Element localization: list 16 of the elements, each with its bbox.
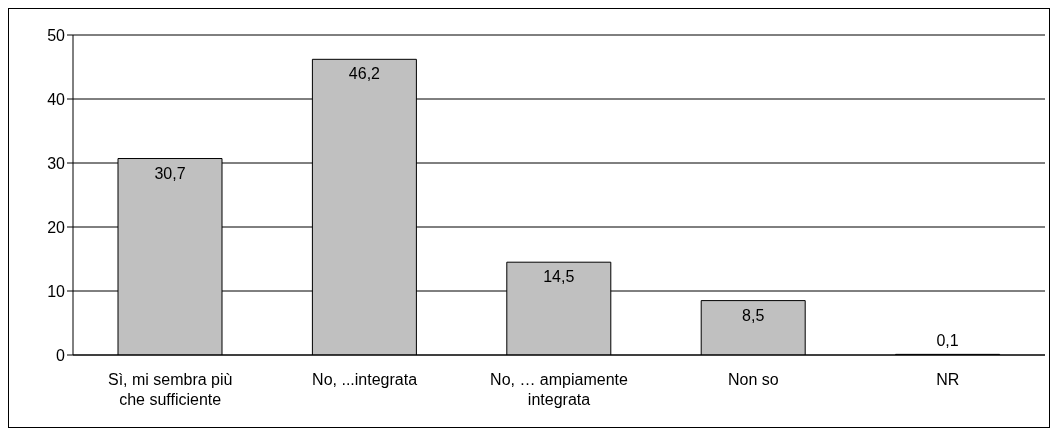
data-label: 0,1 <box>936 332 959 350</box>
x-tick-label: Sì, mi sembra più che sufficiente <box>107 371 233 408</box>
x-tick-label: No, ...integrata <box>312 371 418 389</box>
y-tick-label: 10 <box>47 282 66 300</box>
y-tick-label: 50 <box>47 26 66 44</box>
x-tick-label: Non so <box>728 371 779 389</box>
data-label: 8,5 <box>742 306 765 324</box>
data-label: 46,2 <box>348 65 381 83</box>
y-tick-label: 30 <box>47 154 66 172</box>
y-tick-label: 20 <box>47 218 66 236</box>
x-tick-label: NR <box>936 371 960 389</box>
y-tick-label: 0 <box>56 346 66 364</box>
y-tick-label: 40 <box>47 90 66 108</box>
x-tick-label: No, … ampiamente integrata <box>490 371 629 408</box>
data-label: 14,5 <box>543 268 575 286</box>
data-label: 30,7 <box>154 164 186 182</box>
